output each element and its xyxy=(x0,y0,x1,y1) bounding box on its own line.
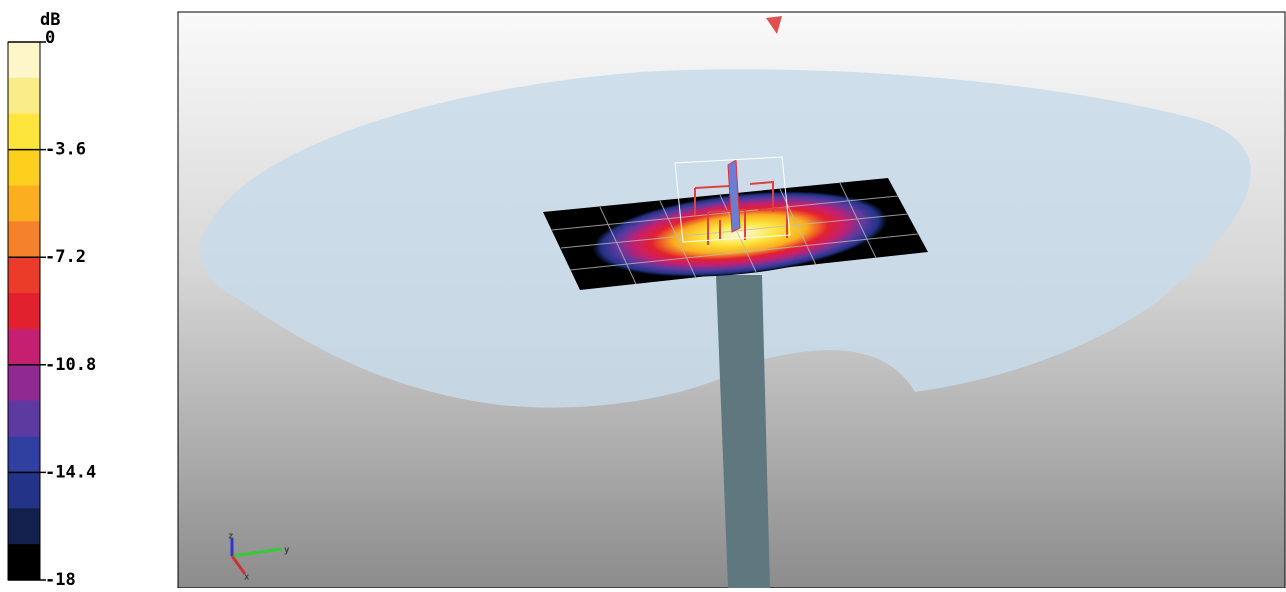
tower xyxy=(716,275,770,588)
camera-marker xyxy=(766,16,782,34)
tick-label: -3.6 xyxy=(45,140,86,160)
color-band xyxy=(8,257,40,294)
bounding-box xyxy=(674,156,791,243)
colorbar: dB 0 -3.6 -7.2 -10.8 -14.4 -18 xyxy=(7,10,96,590)
axis-label: z xyxy=(228,532,233,542)
tick-label: -14.4 xyxy=(45,462,96,482)
colorbar-unit: dB xyxy=(40,10,60,30)
color-band xyxy=(8,185,40,222)
color-band xyxy=(8,364,40,402)
heatmap xyxy=(592,191,888,277)
tick-label: 0 xyxy=(45,28,55,48)
color-band xyxy=(8,472,40,509)
color-band xyxy=(8,77,40,115)
color-band xyxy=(8,42,40,79)
axis-label: y xyxy=(284,546,290,556)
color-band xyxy=(8,149,40,186)
tick-label: -7.2 xyxy=(45,247,86,267)
color-band xyxy=(8,544,40,581)
color-band xyxy=(8,293,40,330)
tick-label: -18 xyxy=(45,570,76,588)
3d-viewport[interactable]: z y x xyxy=(177,11,1286,589)
color-band xyxy=(8,508,40,545)
color-band xyxy=(8,113,40,151)
color-band xyxy=(8,221,40,258)
axis-label: x xyxy=(244,573,250,583)
antenna-panel xyxy=(727,159,741,233)
color-band xyxy=(8,400,40,438)
tick-label: -10.8 xyxy=(45,355,96,375)
axis-triad xyxy=(230,538,283,575)
color-band xyxy=(8,436,40,473)
color-band xyxy=(8,328,40,366)
